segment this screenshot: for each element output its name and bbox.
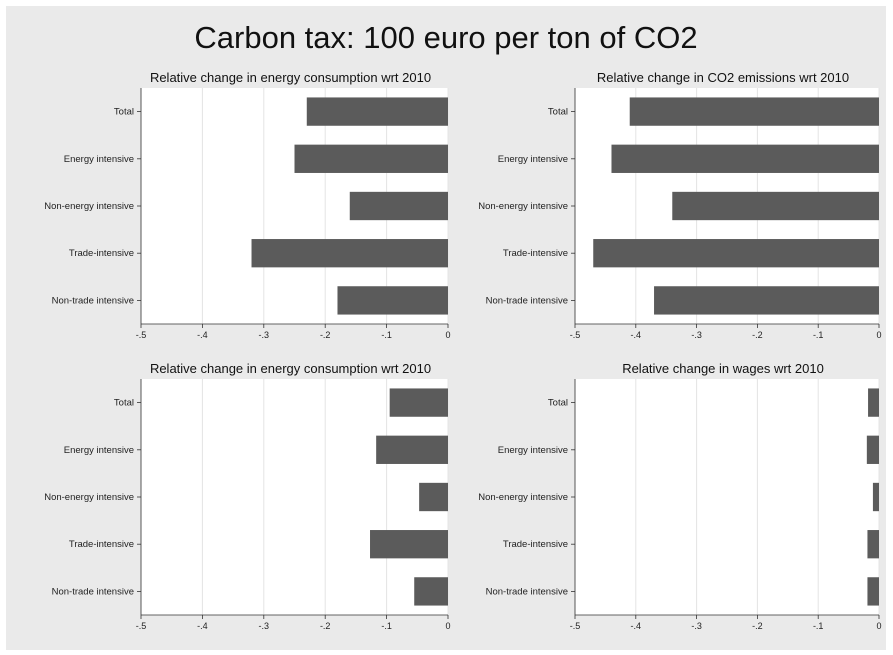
category-label: Trade-intensive xyxy=(69,248,134,259)
figure: Carbon tax: 100 euro per ton of CO2 Rela… xyxy=(6,6,886,650)
x-tick-label: -.3 xyxy=(259,621,270,631)
category-label: Total xyxy=(114,107,134,118)
bar xyxy=(629,97,879,126)
category-label: Non-trade intensive xyxy=(486,586,568,597)
category-label: Non-energy intensive xyxy=(44,201,134,212)
category-label: Non-energy intensive xyxy=(478,201,568,212)
x-tick-label: -.5 xyxy=(136,621,147,631)
panel-title: Relative change in energy consumption wr… xyxy=(150,361,431,376)
bar xyxy=(370,530,448,559)
x-tick-label: -.3 xyxy=(691,330,702,340)
bar xyxy=(251,239,448,268)
category-label: Energy intensive xyxy=(64,154,134,165)
panel-co2-emissions: Relative change in CO2 emissions wrt 201… xyxy=(452,68,886,346)
x-tick-label: -.3 xyxy=(691,621,702,631)
x-tick-label: -.4 xyxy=(631,621,642,631)
panel-energy-consumption-top: Relative change in energy consumption wr… xyxy=(12,68,452,346)
x-tick-label: -.2 xyxy=(752,330,763,340)
x-tick-label: 0 xyxy=(876,330,881,340)
x-tick-label: -.1 xyxy=(381,330,392,340)
x-tick-label: -.4 xyxy=(197,621,208,631)
chart-energy-consumption-top: Relative change in energy consumption wr… xyxy=(44,70,450,340)
x-tick-label: 0 xyxy=(445,621,450,631)
x-tick-label: -.1 xyxy=(813,621,824,631)
plot-area xyxy=(141,379,448,615)
plot-area xyxy=(575,379,879,615)
x-tick-label: 0 xyxy=(876,621,881,631)
x-tick-label: -.1 xyxy=(381,621,392,631)
category-label: Trade-intensive xyxy=(503,248,568,259)
bar xyxy=(337,286,448,315)
category-label: Energy intensive xyxy=(498,154,568,165)
bar xyxy=(654,286,879,315)
panel-energy-consumption-bottom: Relative change in energy consumption wr… xyxy=(12,359,452,637)
bar xyxy=(867,577,879,606)
x-tick-label: -.2 xyxy=(320,330,331,340)
x-tick-label: -.5 xyxy=(136,330,147,340)
x-tick-label: -.1 xyxy=(813,330,824,340)
panel-title: Relative change in CO2 emissions wrt 201… xyxy=(597,70,849,85)
x-tick-label: -.3 xyxy=(259,330,270,340)
x-tick-label: -.4 xyxy=(197,330,208,340)
x-tick-label: -.5 xyxy=(570,330,581,340)
category-label: Non-trade intensive xyxy=(52,295,134,306)
bar xyxy=(868,388,879,417)
bar xyxy=(866,435,879,464)
bar xyxy=(419,482,448,512)
bar xyxy=(414,577,448,606)
x-tick-label: 0 xyxy=(445,330,450,340)
bar xyxy=(872,482,879,512)
panel-title: Relative change in wages wrt 2010 xyxy=(622,361,824,376)
bar xyxy=(867,530,879,559)
category-label: Total xyxy=(548,398,568,409)
x-tick-label: -.2 xyxy=(320,621,331,631)
panel-wages: Relative change in wages wrt 2010 Total En… xyxy=(452,359,886,637)
bar xyxy=(389,388,448,417)
chart-co2-emissions: Relative change in CO2 emissions wrt 201… xyxy=(478,70,881,340)
bar xyxy=(294,144,448,173)
x-tick-label: -.4 xyxy=(631,330,642,340)
bar xyxy=(349,191,448,221)
category-label: Trade-intensive xyxy=(69,539,134,550)
bar xyxy=(306,97,448,126)
category-label: Energy intensive xyxy=(498,445,568,456)
bar xyxy=(593,239,879,268)
chart-wages: Relative change in wages wrt 2010 Total En… xyxy=(478,361,881,631)
category-label: Trade-intensive xyxy=(503,539,568,550)
chart-energy-consumption-bottom: Relative change in energy consumption wr… xyxy=(44,361,450,631)
category-label: Non-trade intensive xyxy=(486,295,568,306)
category-label: Non-energy intensive xyxy=(44,492,134,503)
x-tick-label: -.5 xyxy=(570,621,581,631)
x-tick-label: -.2 xyxy=(752,621,763,631)
category-label: Non-trade intensive xyxy=(52,586,134,597)
category-label: Total xyxy=(114,398,134,409)
category-label: Total xyxy=(548,107,568,118)
category-label: Energy intensive xyxy=(64,445,134,456)
bar xyxy=(611,144,879,173)
bar xyxy=(672,191,879,221)
category-label: Non-energy intensive xyxy=(478,492,568,503)
bar xyxy=(376,435,448,464)
panel-title: Relative change in energy consumption wr… xyxy=(150,70,431,85)
main-title: Carbon tax: 100 euro per ton of CO2 xyxy=(194,20,698,55)
